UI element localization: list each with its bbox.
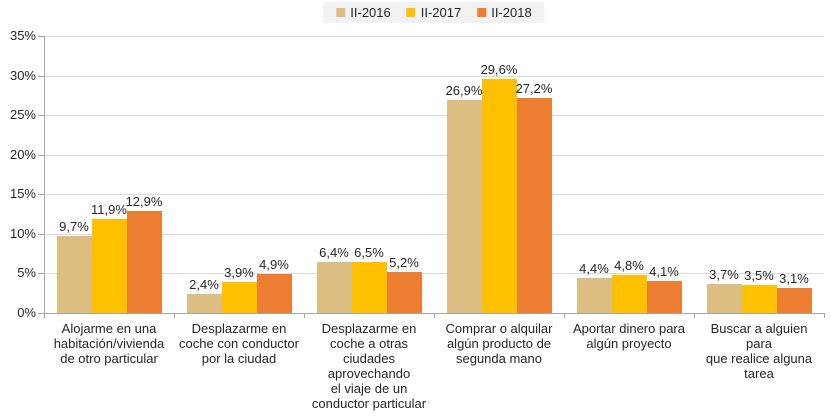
bar-value-label: 3,5% — [744, 268, 774, 283]
bar — [387, 272, 422, 313]
legend-item-ii-2016: II-2016 — [336, 5, 391, 20]
bar-value-label: 4,1% — [649, 264, 679, 279]
bar-value-label: 4,8% — [614, 258, 644, 273]
y-axis-tick — [38, 313, 44, 314]
bar — [447, 100, 482, 313]
category-label: Alojarme en una habitación/vivienda de o… — [53, 321, 165, 366]
bar — [742, 285, 777, 313]
legend-swatch-ii-2016 — [336, 8, 346, 17]
gridline — [45, 76, 824, 77]
category-label: Aportar dinero para algún proyecto — [572, 321, 685, 351]
bar-value-label: 27,2% — [515, 81, 553, 96]
bar-value-label: 4,4% — [579, 261, 609, 276]
bar-value-label: 6,5% — [354, 245, 384, 260]
bar — [517, 98, 552, 313]
y-axis — [44, 36, 45, 318]
y-axis-label: 20% — [9, 147, 36, 162]
bar — [317, 262, 352, 313]
category-label: Desplazarme en coche a otras ciudades ap… — [311, 321, 427, 411]
bar — [482, 79, 517, 313]
bar-value-label: 3,7% — [709, 267, 739, 282]
x-axis-tick — [434, 313, 435, 318]
bar-value-label: 12,9% — [125, 194, 163, 209]
y-axis-tick — [38, 115, 44, 116]
y-axis-tick — [38, 76, 44, 77]
gridline — [45, 115, 824, 116]
y-axis-label: 35% — [9, 28, 36, 43]
x-axis-tick — [174, 313, 175, 318]
bar-value-label: 26,9% — [445, 83, 483, 98]
y-axis-tick — [38, 273, 44, 274]
bar — [127, 211, 162, 313]
x-axis-tick — [694, 313, 695, 318]
gridline — [45, 234, 824, 235]
y-axis-label: 5% — [17, 265, 36, 280]
x-axis-tick — [564, 313, 565, 318]
bar-value-label: 9,7% — [59, 219, 89, 234]
gridline — [45, 273, 824, 274]
bar-value-label: 2,4% — [189, 277, 219, 292]
bar-value-label: 29,6% — [480, 62, 518, 77]
bar — [187, 294, 222, 313]
bar — [577, 278, 612, 313]
gridline — [45, 155, 824, 156]
bar — [222, 282, 257, 313]
bar — [707, 284, 742, 313]
x-axis-tick — [44, 313, 45, 318]
legend-item-ii-2018: II-2018 — [477, 5, 532, 20]
y-axis-tick — [38, 36, 44, 37]
y-axis-label: 15% — [9, 186, 36, 201]
legend-item-ii-2017: II-2017 — [406, 5, 462, 20]
legend: II-2016 II-2017 II-2018 — [323, 2, 545, 23]
y-axis-label: 25% — [9, 107, 36, 122]
bar-value-label: 3,9% — [224, 265, 254, 280]
legend-label-ii-2017: II-2017 — [420, 5, 462, 20]
legend-swatch-ii-2017 — [406, 8, 416, 17]
x-axis-tick — [304, 313, 305, 318]
bar — [777, 288, 812, 313]
y-axis-tick — [38, 155, 44, 156]
bar — [57, 236, 92, 313]
bar-value-label: 3,1% — [779, 271, 809, 286]
bar — [92, 219, 127, 313]
y-axis-label: 10% — [9, 226, 36, 241]
bar-value-label: 6,4% — [319, 245, 349, 260]
bar — [257, 274, 292, 313]
bar — [647, 281, 682, 313]
y-axis-label: 30% — [9, 68, 36, 83]
bar — [352, 262, 387, 313]
bar-value-label: 4,9% — [259, 257, 289, 272]
legend-swatch-ii-2018 — [477, 8, 487, 17]
gridline — [45, 194, 824, 195]
y-axis-tick — [38, 194, 44, 195]
y-axis-tick — [38, 234, 44, 235]
legend-label-ii-2016: II-2016 — [350, 5, 391, 20]
bar-value-label: 11,9% — [91, 202, 127, 217]
bar-value-label: 5,2% — [389, 255, 419, 270]
legend-label-ii-2018: II-2018 — [491, 5, 532, 20]
y-axis-label: 0% — [17, 305, 36, 320]
gridline — [45, 36, 824, 37]
category-label: Comprar o alquilar algún producto de seg… — [445, 321, 553, 366]
bar — [612, 275, 647, 313]
category-label: Buscar a alguien para que realice alguna… — [705, 321, 813, 381]
x-axis-tick — [824, 313, 825, 318]
category-label: Desplazarme en coche con conductor por l… — [179, 321, 299, 366]
